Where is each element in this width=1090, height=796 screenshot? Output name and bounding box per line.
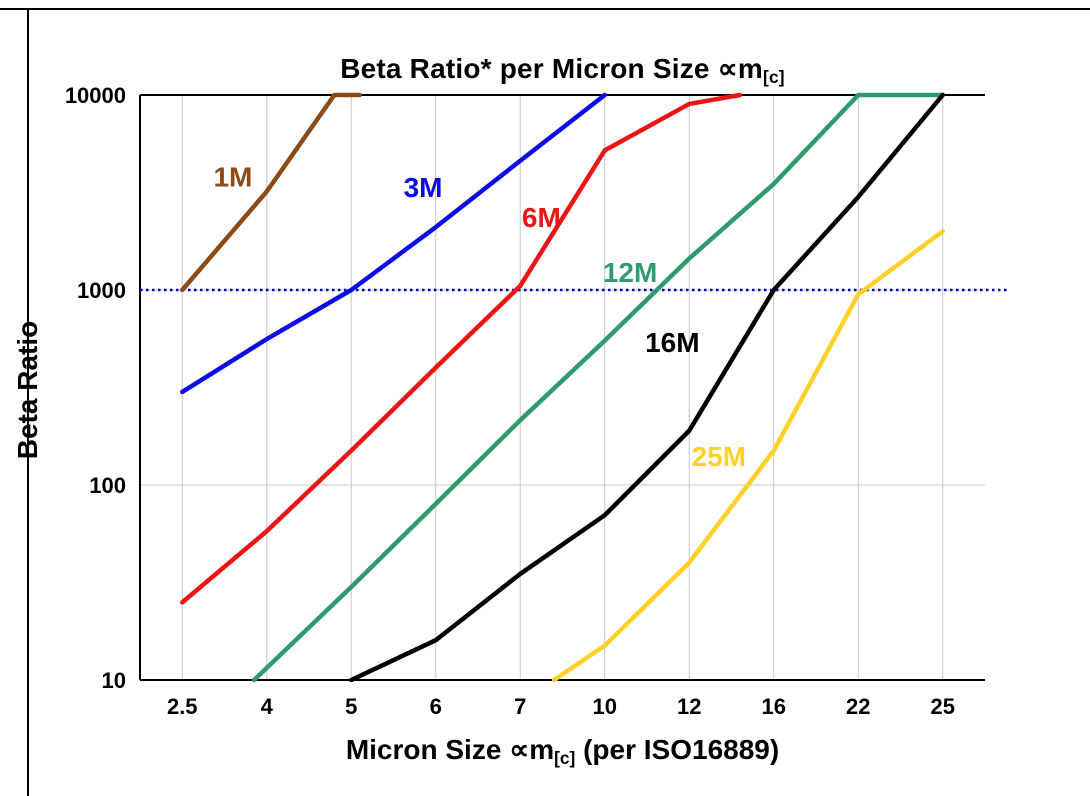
x-tick-label: 25 — [931, 694, 955, 719]
chart-title-symbol: ∝m — [717, 53, 763, 84]
series-line-12M — [251, 92, 945, 683]
x-axis-title-symbol: ∝m — [509, 734, 555, 765]
y-tick-label: 10000 — [65, 83, 126, 108]
x-axis-title-suffix: (per ISO16889) — [575, 734, 780, 765]
chart-title-subscript: [c] — [762, 67, 785, 88]
x-axis-title-subscript: [c] — [554, 748, 576, 769]
series-label-12M: 12M — [603, 257, 657, 288]
y-tick-label: 10 — [102, 668, 126, 693]
chart-title: Beta Ratio* per Micron Size ∝m[c] — [140, 52, 985, 88]
series-line-6M — [180, 92, 743, 605]
x-tick-label: 22 — [846, 694, 870, 719]
series-line-1M — [180, 92, 362, 293]
x-tick-label: 16 — [762, 694, 786, 719]
series-line-25M — [551, 229, 945, 683]
x-tick-label: 6 — [430, 694, 442, 719]
x-tick-label: 12 — [677, 694, 701, 719]
series-label-1M: 1M — [213, 161, 252, 192]
series-label-6M: 6M — [522, 202, 561, 233]
series-label-25M: 25M — [692, 441, 746, 472]
series-line-3M — [180, 92, 607, 395]
x-tick-label: 2.5 — [167, 694, 198, 719]
y-tick-label: 100 — [89, 473, 126, 498]
y-tick-label: 1000 — [77, 278, 126, 303]
x-tick-label: 4 — [261, 694, 274, 719]
chart-title-text: Beta Ratio* per Micron Size — [340, 53, 718, 84]
series-label-16M: 16M — [645, 327, 699, 358]
frame-border-left — [27, 8, 29, 796]
x-tick-label: 5 — [345, 694, 357, 719]
x-axis-title: Micron Size ∝m[c] (per ISO16889) — [140, 733, 985, 769]
x-axis-title-text: Micron Size — [345, 734, 510, 765]
x-tick-label: 7 — [514, 694, 526, 719]
series-line-16M — [349, 92, 945, 683]
series-label-3M: 3M — [404, 172, 443, 203]
frame-border-top — [0, 8, 1090, 10]
x-tick-label: 10 — [593, 694, 617, 719]
